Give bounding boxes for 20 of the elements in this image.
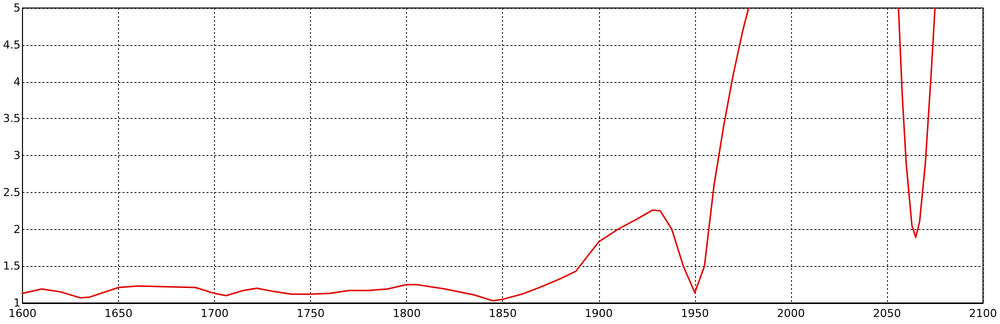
x-tick-label: 1750 — [296, 307, 325, 320]
y-tick-label: 3.5 — [2, 112, 20, 126]
y-tick-label: 1 — [13, 296, 20, 310]
x-tick-label: 1800 — [392, 307, 421, 320]
x-tick-label: 2100 — [969, 307, 998, 320]
y-tick-label: 4 — [13, 75, 20, 88]
y-tick-label: 4.5 — [2, 38, 20, 52]
x-tick-label: 1850 — [488, 307, 517, 320]
x-tick-label: 1900 — [584, 307, 613, 320]
y-tick-label: 3 — [13, 149, 20, 162]
x-tick-label: 2000 — [776, 307, 805, 320]
y-tick-label: 1.5 — [2, 260, 20, 273]
x-tick-label: 1950 — [680, 307, 709, 320]
y-tick-label: 5 — [13, 2, 20, 14]
x-tick-label: 1650 — [104, 307, 133, 320]
x-tick-label: 1600 — [8, 307, 36, 320]
x-tick-label: 2050 — [872, 307, 901, 320]
x-tick-label: 1700 — [200, 307, 229, 320]
y-tick-label: 2.5 — [2, 186, 20, 199]
y-tick-label: 2 — [13, 222, 20, 236]
